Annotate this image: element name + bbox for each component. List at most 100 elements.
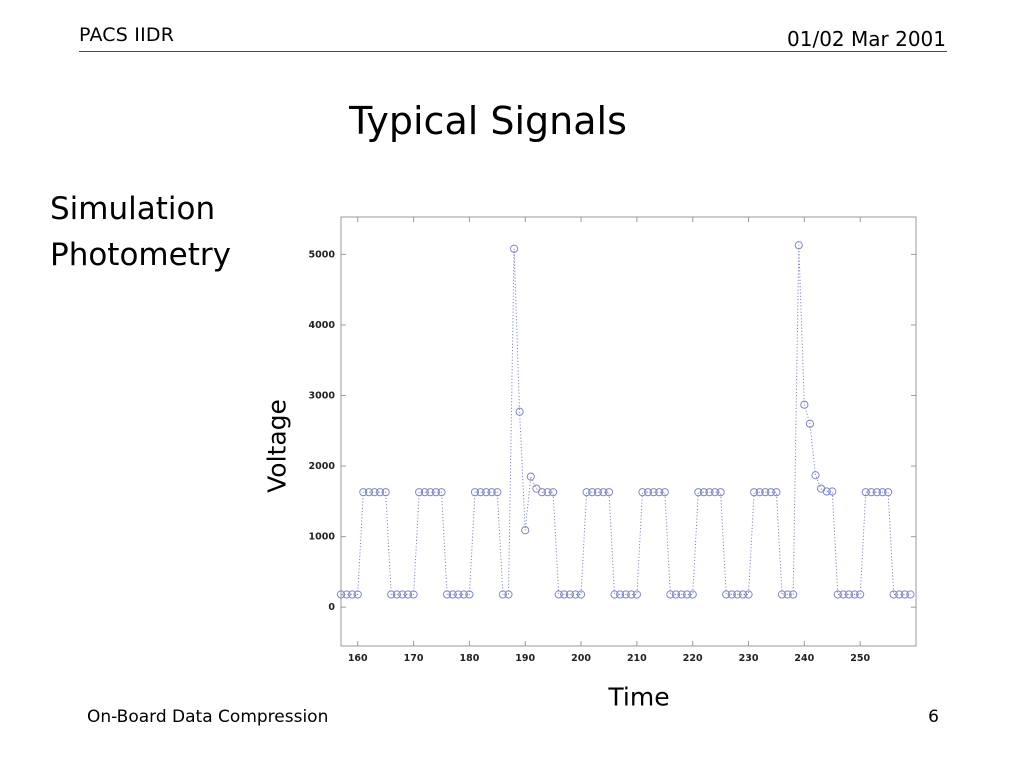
data-point: [515, 407, 524, 416]
data-point: [822, 487, 831, 496]
page-number: 6: [928, 707, 939, 727]
data-point: [694, 488, 703, 497]
data-point: [660, 488, 669, 497]
data-point: [777, 590, 787, 599]
data-point: [811, 471, 820, 480]
header-date: 01/02 Mar 2001: [787, 27, 946, 51]
data-point: [342, 590, 351, 599]
data-point: [677, 590, 686, 599]
data-point: [549, 488, 558, 497]
data-point: [850, 590, 859, 599]
y-tick-label: 0: [328, 602, 335, 613]
data-point: [593, 488, 602, 497]
data-point: [716, 488, 725, 497]
data-point: [470, 488, 480, 497]
tick-group: 0 1000 2000 3000 4000 5000 160 170 180 190 200 210 2…: [309, 217, 916, 664]
x-tick-label: 220: [683, 653, 703, 664]
y-tick-label: 2000: [309, 461, 336, 472]
data-point: [722, 590, 731, 599]
data-point: [348, 590, 357, 599]
y-tick-label: 4000: [309, 320, 336, 331]
data-point: [800, 400, 809, 409]
data-point: [627, 590, 636, 599]
x-tick-label: 170: [404, 653, 424, 664]
data-point: [856, 590, 865, 599]
data-point: [604, 488, 614, 497]
data-point: [705, 488, 714, 497]
data-point: [883, 488, 893, 497]
x-tick-label: 240: [794, 653, 814, 664]
data-point: [867, 488, 876, 497]
data-point: [353, 590, 362, 599]
y-tick-label: 3000: [309, 391, 336, 402]
data-point: [666, 590, 675, 599]
data-point: [537, 488, 547, 497]
data-point: [560, 590, 569, 599]
x-tick-label: 250: [850, 653, 870, 664]
slide-title: Typical Signals: [349, 99, 627, 143]
data-point: [643, 488, 653, 497]
x-tick-label: 180: [459, 653, 479, 664]
data-point: [794, 241, 803, 250]
data-point: [710, 488, 720, 497]
data-point: [454, 590, 463, 599]
data-point: [403, 590, 413, 599]
data-point: [359, 488, 368, 497]
data-point: [789, 590, 798, 599]
data-point: [381, 488, 390, 497]
data-point: [638, 488, 647, 497]
data-point: [878, 488, 887, 497]
data-point: [409, 590, 418, 599]
data-point: [493, 488, 502, 497]
data-point: [582, 488, 591, 497]
data-point: [431, 488, 441, 497]
data-point: [844, 590, 854, 599]
x-axis-label: Time: [608, 682, 670, 712]
data-point: [571, 590, 580, 599]
data-point: [783, 590, 792, 599]
data-point: [889, 590, 898, 599]
data-point: [437, 488, 446, 497]
data-point: [616, 590, 625, 599]
data-point: [588, 488, 597, 497]
data-point: [833, 590, 842, 599]
data-point: [755, 488, 764, 497]
data-point: [415, 488, 424, 497]
data-point: [487, 488, 496, 497]
data-point: [370, 488, 379, 497]
data-point: [554, 590, 563, 599]
x-tick-label: 210: [627, 653, 647, 664]
data-point: [699, 488, 708, 497]
data-point: [599, 488, 608, 497]
data-point: [482, 488, 491, 497]
data-point: [526, 472, 535, 481]
data-point: [683, 590, 692, 599]
x-tick-label: 190: [515, 653, 535, 664]
x-tick-label: 160: [348, 653, 368, 664]
data-point: [375, 488, 385, 497]
data-point: [655, 488, 664, 497]
data-point: [398, 590, 407, 599]
data-point: [364, 488, 374, 497]
data-point: [839, 590, 848, 599]
data-point: [621, 590, 630, 599]
bullet-item: Simulation: [50, 191, 216, 227]
data-point: [671, 590, 681, 599]
x-tick-label: 230: [739, 653, 759, 664]
data-point: [521, 526, 530, 535]
data-point: [426, 488, 435, 497]
data-point: [420, 488, 429, 497]
footer-title: On-Board Data Compression: [87, 707, 329, 727]
x-tick-label: 200: [571, 653, 591, 664]
data-point: [476, 488, 485, 497]
series-group: [336, 241, 915, 599]
y-tick-label: 5000: [309, 249, 336, 260]
data-point: [459, 590, 468, 599]
data-point: [688, 590, 697, 599]
data-point: [649, 488, 658, 497]
data-point: [750, 488, 759, 497]
data-point: [576, 590, 586, 599]
data-point: [565, 590, 574, 599]
header-left-text: PACS IIDR: [79, 24, 175, 46]
